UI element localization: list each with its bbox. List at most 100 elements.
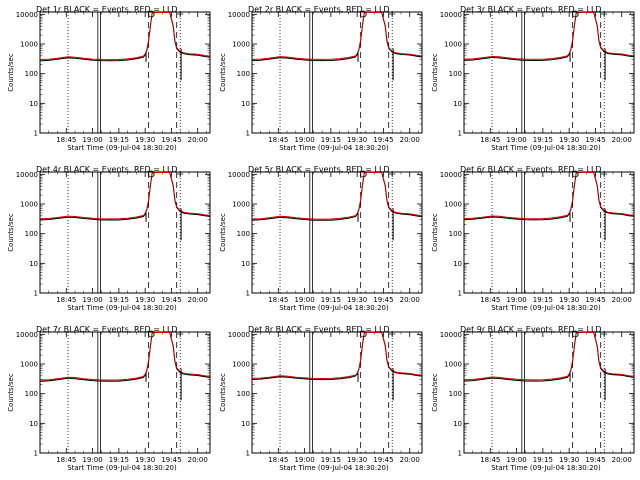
y-tick-label: 1000	[444, 361, 462, 369]
y-tick-label: 10	[29, 420, 38, 428]
y-tick-label: 10	[241, 420, 250, 428]
y-tick-label: 1000	[20, 361, 38, 369]
series-lld-line	[39, 12, 211, 61]
x-tick-label: 19:30	[347, 296, 367, 304]
y-axis-label: Counts/sec	[219, 53, 227, 92]
y-tick-label: 1	[34, 290, 38, 298]
y-axis-label: Counts/sec	[219, 213, 227, 252]
panel-det-9: Det 9r BLACK = Events, RED = LLD 1 10 100 10…	[431, 325, 635, 472]
marker-plus	[389, 11, 396, 17]
x-tick-label: 19:00	[82, 136, 102, 144]
series-lld-line	[251, 12, 423, 60]
panel-title: Det 5r BLACK = Events, RED = LLD	[248, 165, 390, 174]
marker-circle	[571, 10, 579, 18]
x-tick-label: 19:00	[294, 296, 314, 304]
panel-det-6: Det 6r BLACK = Events, RED = LLD 1 10 100 10…	[431, 165, 635, 312]
panel-det-7: Det 7r BLACK = Events, RED = LLD 1 10 100 10…	[7, 325, 211, 472]
x-tick-label: 19:15	[533, 456, 553, 464]
panel-title: Det 7r BLACK = Events, RED = LLD	[36, 325, 178, 334]
x-axis-label: Start Time (09-Jul-04 18:30:20)	[491, 304, 601, 312]
x-axis-label: Start Time (09-Jul-04 18:30:20)	[491, 464, 601, 472]
y-tick-label: 10	[241, 100, 250, 108]
marker-circle	[571, 170, 579, 178]
y-tick-label: 1000	[20, 201, 38, 209]
y-tick-label: 10	[453, 260, 462, 268]
x-tick-label: 18:45	[56, 296, 76, 304]
x-tick-label: 19:15	[533, 296, 553, 304]
x-tick-label: 19:45	[373, 136, 393, 144]
panel-det-4: Det 4r BLACK = Events, RED = LLD 1 10 100 10…	[7, 165, 211, 312]
series-events-line	[39, 12, 211, 62]
y-tick-label: 10000	[16, 171, 38, 179]
y-tick-label: 10	[29, 100, 38, 108]
x-axis-label: Start Time (09-Jul-04 18:30:20)	[279, 304, 389, 312]
marker-circle	[147, 10, 155, 18]
series-lld-line	[463, 332, 635, 381]
panel-title: Det 8r BLACK = Events, RED = LLD	[248, 325, 390, 334]
y-axis-label: Counts/sec	[431, 213, 439, 252]
panel-det-3: Det 3r BLACK = Events, RED = LLD 1 10 100 10…	[431, 5, 635, 152]
x-tick-label: 20:00	[612, 136, 632, 144]
plot-frame	[463, 171, 635, 294]
y-tick-label: 1	[246, 450, 250, 458]
x-tick-label: 19:45	[585, 456, 605, 464]
x-tick-label: 18:45	[480, 456, 500, 464]
x-tick-label: 18:45	[480, 136, 500, 144]
y-tick-label: 1	[34, 450, 38, 458]
x-tick-label: 19:00	[82, 296, 102, 304]
y-tick-label: 10000	[16, 11, 38, 19]
marker-circle	[359, 330, 367, 338]
x-tick-label: 20:00	[400, 136, 420, 144]
marker-plus	[177, 11, 184, 17]
plot-frame	[39, 171, 211, 294]
x-tick-label: 20:00	[400, 296, 420, 304]
panel-det-1: Det 1r BLACK = Events, RED = LLD 1 10 100 10…	[7, 5, 211, 152]
x-tick-label: 19:00	[294, 136, 314, 144]
y-tick-label: 1000	[232, 41, 250, 49]
y-axis-label: Counts/sec	[219, 373, 227, 412]
x-tick-label: 20:00	[188, 456, 208, 464]
panel-title: Det 1r BLACK = Events, RED = LLD	[36, 5, 178, 14]
y-tick-label: 100	[449, 390, 462, 398]
x-tick-label: 19:30	[559, 456, 579, 464]
series-lld-line	[39, 172, 211, 220]
y-tick-label: 1000	[232, 361, 250, 369]
marker-plus	[601, 171, 608, 177]
y-tick-label: 100	[25, 230, 38, 238]
x-tick-label: 19:00	[506, 296, 526, 304]
x-axis-label: Start Time (09-Jul-04 18:30:20)	[491, 144, 601, 152]
x-tick-label: 19:45	[161, 456, 181, 464]
x-tick-label: 18:45	[56, 136, 76, 144]
y-axis-label: Counts/sec	[431, 53, 439, 92]
x-tick-label: 20:00	[612, 456, 632, 464]
plot-frame	[463, 331, 635, 454]
y-tick-label: 100	[237, 70, 250, 78]
plot-frame	[251, 11, 423, 134]
y-tick-label: 10000	[440, 331, 462, 339]
series-lld-line	[463, 172, 635, 220]
plot-frame	[39, 331, 211, 454]
y-tick-label: 1000	[20, 41, 38, 49]
y-tick-label: 10	[241, 260, 250, 268]
plot-frame	[463, 11, 635, 134]
y-tick-label: 1	[34, 130, 38, 138]
panel-title: Det 3r BLACK = Events, RED = LLD	[460, 5, 602, 14]
series-lld-line	[463, 12, 635, 60]
x-tick-label: 19:15	[533, 136, 553, 144]
y-tick-label: 10	[453, 420, 462, 428]
marker-circle	[359, 170, 367, 178]
series-events-line	[251, 172, 423, 221]
y-tick-label: 10000	[228, 11, 250, 19]
x-tick-label: 19:00	[506, 456, 526, 464]
x-tick-label: 19:45	[161, 296, 181, 304]
x-tick-label: 19:45	[161, 136, 181, 144]
y-tick-label: 100	[449, 230, 462, 238]
x-axis-label: Start Time (09-Jul-04 18:30:20)	[67, 304, 177, 312]
marker-plus	[601, 11, 608, 17]
plot-frame	[251, 331, 423, 454]
x-tick-label: 19:15	[109, 456, 129, 464]
panel-det-5: Det 5r BLACK = Events, RED = LLD 1 10 100 10…	[219, 165, 423, 312]
marker-circle	[147, 170, 155, 178]
panel-title: Det 4r BLACK = Events, RED = LLD	[36, 165, 178, 174]
plot-frame	[39, 11, 211, 134]
